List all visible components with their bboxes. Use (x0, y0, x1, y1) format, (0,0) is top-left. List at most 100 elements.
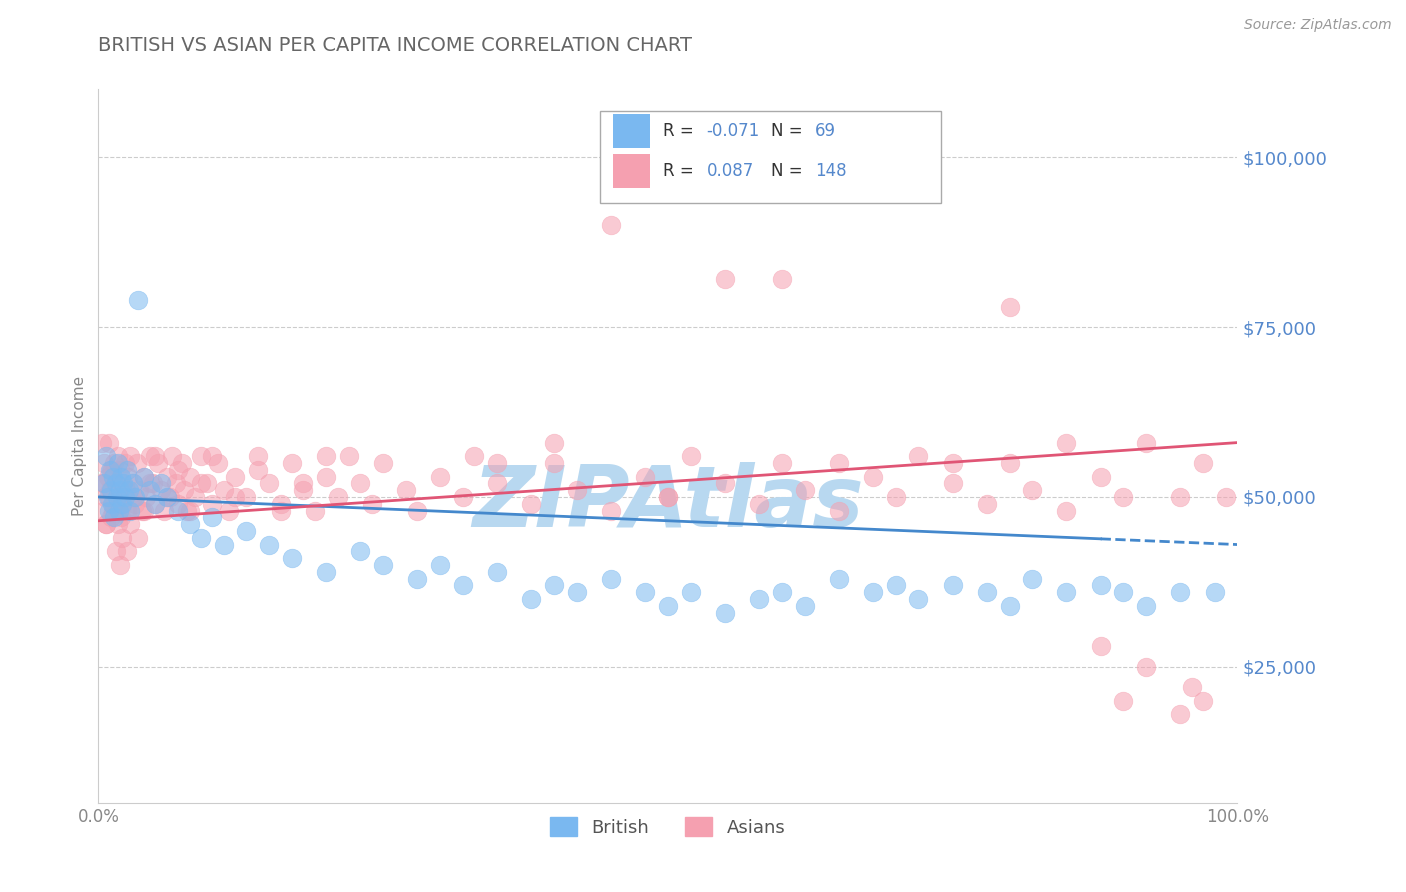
Point (1054, 585, 1078, 599)
Point (259, 537, 281, 551)
Point (120, 449, 142, 463)
Point (748, 591, 770, 606)
Point (429, 558, 451, 572)
Point (100, 463, 122, 477)
Point (942, 456, 965, 470)
Point (270, 503, 292, 517)
Point (108, 503, 131, 517)
Point (179, 503, 201, 517)
Point (159, 490, 181, 504)
Point (1215, 490, 1237, 504)
Point (714, 476, 737, 491)
Point (96, 469, 118, 483)
Point (998, 300, 1021, 314)
Point (190, 531, 212, 545)
Point (770, 585, 793, 599)
Point (998, 599, 1021, 613)
Legend: British, Asians: British, Asians (543, 810, 793, 844)
Point (153, 503, 176, 517)
Point (121, 490, 143, 504)
Point (976, 497, 998, 511)
Point (565, 585, 588, 599)
Point (101, 463, 124, 477)
Point (145, 497, 167, 511)
Point (657, 490, 679, 504)
Point (224, 469, 246, 483)
Point (142, 476, 165, 491)
Y-axis label: Per Capita Income: Per Capita Income (72, 376, 87, 516)
Point (907, 591, 929, 606)
Text: 69: 69 (814, 122, 835, 140)
Point (224, 490, 246, 504)
Point (110, 469, 132, 483)
Point (150, 483, 173, 498)
Point (304, 503, 326, 517)
Point (103, 456, 125, 470)
Point (395, 483, 418, 498)
Point (884, 490, 907, 504)
Point (520, 591, 543, 606)
Point (156, 490, 179, 504)
Point (942, 476, 965, 491)
Point (600, 218, 623, 232)
Point (543, 456, 565, 470)
Point (118, 483, 141, 498)
Point (1090, 578, 1112, 592)
Point (111, 476, 134, 491)
Point (179, 517, 201, 532)
Point (1170, 585, 1192, 599)
Point (114, 456, 136, 470)
Point (486, 476, 509, 491)
Point (184, 490, 207, 504)
Point (103, 510, 125, 524)
Point (828, 456, 851, 470)
Point (634, 585, 657, 599)
Point (115, 503, 138, 517)
Text: R =: R = (664, 122, 699, 140)
Point (93, 456, 115, 470)
Point (111, 497, 134, 511)
Point (114, 483, 136, 498)
Point (600, 503, 623, 517)
Point (292, 476, 315, 491)
Point (90, 435, 112, 450)
FancyBboxPatch shape (599, 111, 941, 203)
Point (91, 503, 114, 517)
Point (770, 272, 793, 286)
Point (315, 565, 337, 579)
Text: R =: R = (664, 162, 699, 180)
Point (907, 449, 929, 463)
Point (218, 503, 240, 517)
Point (463, 449, 485, 463)
Point (1135, 660, 1157, 674)
Point (429, 469, 451, 483)
Point (1090, 640, 1112, 654)
Point (104, 476, 127, 491)
Point (128, 483, 150, 498)
Point (748, 497, 770, 511)
Point (98, 463, 121, 477)
Point (110, 510, 132, 524)
Point (1181, 680, 1204, 694)
Point (1112, 490, 1135, 504)
Point (145, 497, 167, 511)
Point (112, 476, 135, 491)
Point (179, 469, 201, 483)
Text: 148: 148 (814, 162, 846, 180)
Point (176, 503, 198, 517)
Point (1054, 503, 1078, 517)
Point (114, 490, 136, 504)
Point (1021, 572, 1043, 586)
Point (162, 449, 184, 463)
Point (201, 497, 224, 511)
Point (1135, 435, 1157, 450)
Point (793, 599, 815, 613)
Point (862, 585, 884, 599)
Point (114, 503, 136, 517)
Point (1192, 456, 1215, 470)
Point (565, 483, 588, 498)
Point (97, 503, 120, 517)
Point (315, 469, 337, 483)
Point (828, 572, 851, 586)
Point (679, 449, 702, 463)
